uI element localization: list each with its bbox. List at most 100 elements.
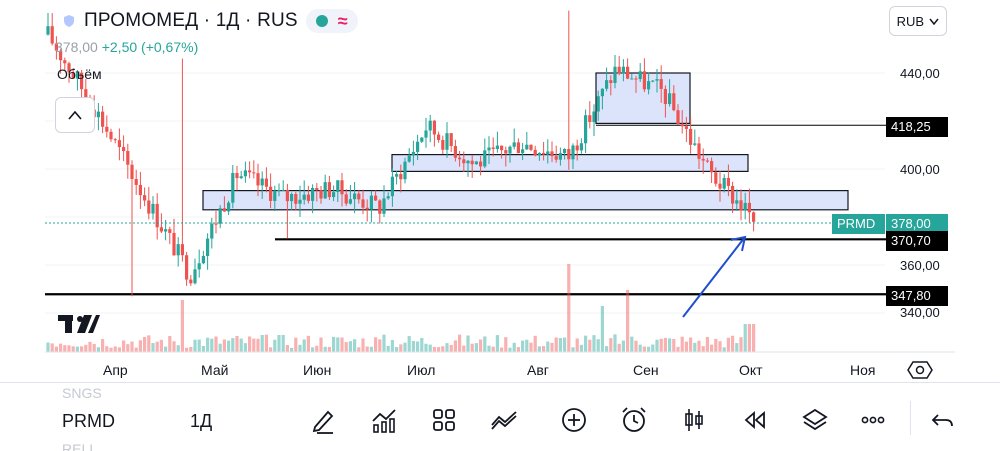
symbol-list-next[interactable]: RELI bbox=[62, 441, 94, 451]
volume-bar bbox=[138, 340, 142, 352]
candle-body bbox=[210, 223, 214, 239]
symbol-title[interactable]: ПРОМОМЕД · 1Д · RUS bbox=[84, 10, 298, 31]
bottom-toolbar: SNGS PRMD RELI 1Д bbox=[0, 382, 1000, 451]
volume-bar bbox=[390, 340, 394, 352]
volume-bar bbox=[113, 346, 117, 352]
volume-bar bbox=[579, 344, 583, 352]
more-options-icon[interactable] bbox=[858, 405, 888, 435]
volume-bar bbox=[206, 337, 210, 352]
add-plus-icon[interactable] bbox=[559, 405, 589, 435]
last-price: 378,00 bbox=[55, 39, 98, 55]
candle-body bbox=[109, 131, 113, 140]
level-tag-418[interactable]: 418,25 bbox=[886, 117, 948, 137]
level-tag-370[interactable]: 370,70 bbox=[886, 231, 948, 251]
candle-body bbox=[416, 141, 420, 152]
candle-body bbox=[752, 212, 756, 222]
volume-bar bbox=[437, 347, 441, 352]
candle-body bbox=[659, 79, 663, 89]
volume-bar bbox=[147, 335, 151, 352]
volume-bar bbox=[46, 342, 50, 352]
volume-bar bbox=[311, 347, 315, 352]
compare-symbols-icon[interactable] bbox=[489, 405, 519, 435]
currency-selector[interactable]: RUB bbox=[889, 6, 947, 36]
volume-bar bbox=[718, 341, 722, 352]
last-price-tag[interactable]: 378,00 bbox=[886, 214, 948, 234]
volume-bar bbox=[214, 336, 218, 352]
candle-body bbox=[164, 229, 168, 232]
candle-body bbox=[550, 151, 554, 157]
y-axis-label: 440,00 bbox=[900, 66, 940, 81]
market-status-pill[interactable]: ≈ bbox=[305, 9, 358, 33]
volume-bar bbox=[395, 347, 399, 352]
candle-body bbox=[96, 111, 100, 118]
toolbar-divider bbox=[910, 401, 911, 435]
layers-icon[interactable] bbox=[800, 405, 830, 435]
candle-body bbox=[739, 200, 743, 211]
layouts-grid-icon[interactable] bbox=[429, 405, 459, 435]
candle-body bbox=[75, 72, 79, 79]
volume-bar bbox=[634, 340, 638, 352]
candle-body bbox=[546, 151, 550, 155]
collapse-legend-button[interactable] bbox=[55, 97, 95, 133]
drawing-pencil-icon[interactable] bbox=[309, 405, 339, 435]
indicators-icon[interactable] bbox=[369, 405, 399, 435]
symbol-selector[interactable]: PRMD bbox=[62, 411, 115, 431]
volume-bar bbox=[164, 346, 168, 352]
candle-body bbox=[298, 199, 302, 204]
candle-body bbox=[609, 80, 613, 84]
candle-body bbox=[655, 79, 659, 81]
candle-body bbox=[147, 200, 151, 214]
interval-selector[interactable]: 1Д bbox=[190, 411, 213, 431]
candle-style-icon[interactable] bbox=[679, 405, 709, 435]
back-arrow-icon[interactable] bbox=[928, 405, 958, 435]
candle-body bbox=[315, 188, 319, 191]
quote-line: 378,00 +2,50 (+0,67%) bbox=[55, 39, 198, 55]
candle-body bbox=[218, 208, 222, 224]
volume-bar bbox=[117, 347, 121, 352]
volume-bar bbox=[752, 324, 756, 352]
chevron-down-icon bbox=[929, 18, 939, 25]
level-tag-347[interactable]: 347,80 bbox=[886, 286, 948, 306]
candle-body bbox=[306, 194, 310, 201]
volume-bar bbox=[621, 340, 625, 352]
volume-bar bbox=[357, 347, 361, 352]
candle-body bbox=[638, 71, 642, 80]
volume-bar bbox=[365, 346, 369, 352]
tradingview-logo-icon bbox=[58, 315, 100, 333]
trend-arrow bbox=[682, 235, 747, 318]
candle-body bbox=[512, 142, 516, 147]
candle-body bbox=[617, 66, 621, 74]
volume-bar bbox=[201, 345, 205, 352]
chart-settings-icon[interactable] bbox=[906, 358, 934, 382]
symbol-list-prev[interactable]: SNGS bbox=[62, 385, 102, 401]
candle-body bbox=[705, 160, 709, 162]
volume-bar bbox=[567, 264, 571, 352]
volume-bar bbox=[256, 338, 260, 352]
volume-bar bbox=[554, 337, 558, 352]
alarm-clock-icon[interactable] bbox=[619, 405, 649, 435]
volume-bar bbox=[596, 339, 600, 352]
volume-bar bbox=[491, 346, 495, 352]
volume-bar bbox=[462, 345, 466, 352]
volume-indicator-label[interactable]: Объём bbox=[57, 66, 102, 82]
volume-bar bbox=[474, 343, 478, 352]
candle-body bbox=[302, 194, 306, 200]
candle-body bbox=[231, 172, 235, 203]
volume-bar bbox=[647, 346, 651, 352]
x-axis-label: Апр bbox=[103, 362, 128, 378]
volume-bar bbox=[134, 347, 138, 352]
volume-bar bbox=[680, 336, 684, 352]
candle-body bbox=[235, 172, 239, 179]
volume-bar bbox=[420, 338, 424, 352]
replay-rewind-icon[interactable] bbox=[740, 405, 770, 435]
volume-bar bbox=[269, 347, 273, 352]
volume-bar bbox=[705, 336, 709, 352]
volume-bar bbox=[617, 343, 621, 352]
volume-bar bbox=[84, 344, 88, 352]
candle-body bbox=[537, 152, 541, 156]
candle-body bbox=[222, 208, 226, 212]
candle-body bbox=[701, 158, 705, 161]
ticker-tag[interactable]: PRMD bbox=[832, 214, 885, 234]
volume-bar bbox=[441, 346, 445, 352]
